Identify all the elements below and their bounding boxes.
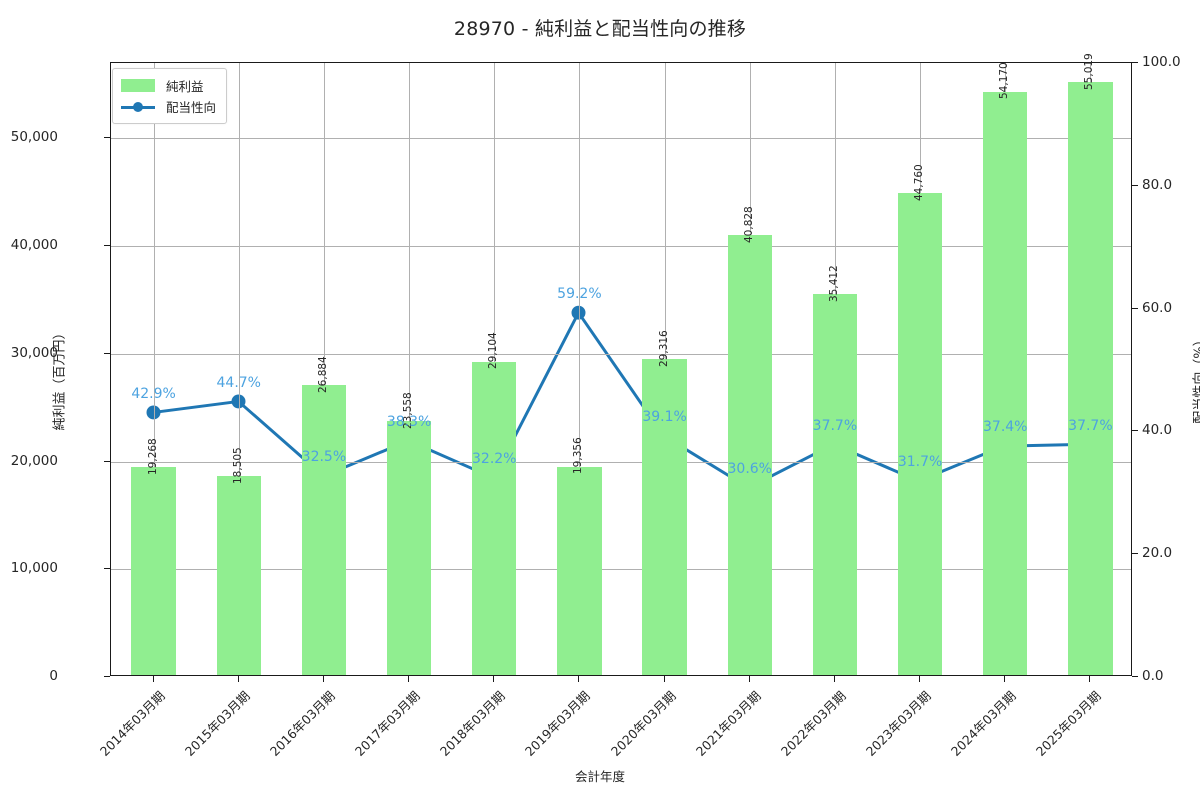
y-axis-tick-right: 0.0 bbox=[1142, 668, 1164, 684]
payout-ratio-value-label: 39.1% bbox=[642, 408, 687, 425]
bar-value-label: 18,505 bbox=[231, 446, 244, 484]
bar-value-label: 19,356 bbox=[572, 437, 585, 475]
bar-value-label: 54,170 bbox=[998, 62, 1011, 100]
gridline-vertical bbox=[153, 63, 155, 675]
y-axis-tick-right: 40.0 bbox=[1142, 422, 1173, 439]
bar-net-income[interactable] bbox=[472, 361, 517, 675]
payout-ratio-value-label: 37.4% bbox=[983, 419, 1028, 436]
gridline-vertical bbox=[323, 63, 325, 675]
y-axis-tick-mark-left bbox=[104, 676, 110, 677]
bar-value-label: 26,884 bbox=[316, 356, 329, 394]
bar-net-income[interactable] bbox=[216, 475, 261, 675]
bar-value-label: 29,104 bbox=[487, 332, 500, 370]
x-axis-tick-mark bbox=[493, 676, 495, 682]
bar-net-income[interactable] bbox=[301, 385, 347, 675]
legend-line-swatch-icon bbox=[121, 100, 155, 113]
y-axis-tick-right: 20.0 bbox=[1142, 545, 1173, 562]
legend-item-net-income: 純利益 bbox=[121, 75, 216, 96]
x-axis-tick-mark bbox=[748, 676, 750, 682]
y-axis-tick-mark-left bbox=[104, 352, 110, 354]
x-axis-label: 会計年度 bbox=[574, 769, 625, 784]
y-axis-tick-mark-right bbox=[1132, 553, 1138, 555]
payout-ratio-marker[interactable] bbox=[571, 305, 586, 320]
y-axis-tick-mark-left bbox=[104, 568, 110, 570]
chart-title: 28970 - 純利益と配当性向の推移 bbox=[453, 18, 747, 40]
x-axis-tick-mark bbox=[833, 676, 835, 682]
payout-ratio-value-label: 32.5% bbox=[301, 449, 347, 466]
y-axis-tick-mark-right bbox=[1132, 676, 1138, 677]
payout-ratio-value-label: 37.7% bbox=[812, 417, 858, 434]
payout-ratio-line bbox=[146, 305, 1096, 495]
x-axis-tick-mark bbox=[919, 676, 921, 682]
y-axis-tick-left: 0 bbox=[49, 668, 58, 684]
plot-area: 19,268 18,505 26,884 23,558 29,104 19,356 29,3… bbox=[110, 54, 1132, 676]
bar-value-label: 19,268 bbox=[146, 438, 159, 476]
bar-value-label: 44,760 bbox=[913, 164, 926, 201]
payout-ratio-value-label: 37.7% bbox=[1068, 417, 1113, 434]
y-axis-label-left: 純利益（百万円） bbox=[52, 326, 68, 431]
chart-legend: 純利益 配当性向 bbox=[112, 68, 228, 124]
y-axis-tick-left: 10,000 bbox=[10, 560, 58, 577]
x-axis-tick-mark bbox=[237, 676, 239, 682]
y-axis-tick-right: 100.0 bbox=[1142, 54, 1181, 70]
bar-value-label: 35,412 bbox=[827, 264, 840, 302]
payout-ratio-marker[interactable] bbox=[146, 405, 161, 420]
y-axis-tick-mark-right bbox=[1132, 184, 1138, 186]
y-axis-tick-left: 20,000 bbox=[10, 452, 58, 469]
legend-item-payout-ratio: 配当性向 bbox=[121, 96, 216, 117]
x-axis-tick-mark bbox=[408, 676, 410, 682]
gridline-horizontal bbox=[111, 569, 1131, 571]
payout-ratio-marker[interactable] bbox=[231, 394, 246, 409]
bar-net-income[interactable] bbox=[983, 91, 1028, 675]
bar-value-label: 29,316 bbox=[657, 330, 670, 368]
x-axis-tick-mark bbox=[1089, 676, 1091, 682]
bar-net-income[interactable] bbox=[131, 467, 176, 675]
payout-ratio-value-label: 38.3% bbox=[386, 413, 432, 430]
bar-net-income[interactable] bbox=[897, 192, 943, 675]
y-axis-tick-mark-left bbox=[104, 245, 110, 247]
payout-ratio-value-label: 44.7% bbox=[216, 374, 261, 391]
bar-net-income[interactable] bbox=[557, 466, 602, 675]
y-axis-tick-right: 80.0 bbox=[1142, 176, 1173, 193]
bar-value-label: 55,019 bbox=[1083, 53, 1096, 91]
payout-ratio-value-label: 31.7% bbox=[897, 454, 943, 471]
bar-net-income[interactable] bbox=[812, 293, 858, 675]
y-axis-tick-mark-right bbox=[1132, 307, 1138, 309]
y-axis-tick-mark-right bbox=[1132, 62, 1138, 63]
gridline-vertical bbox=[409, 63, 411, 675]
bar-net-income[interactable] bbox=[1068, 82, 1113, 675]
legend-label-net-income: 純利益 bbox=[166, 79, 204, 94]
bar-net-income[interactable] bbox=[642, 359, 687, 675]
payout-ratio-value-label: 42.9% bbox=[131, 385, 176, 402]
payout-ratio-value-label: 30.6% bbox=[727, 461, 772, 478]
x-axis-tick-mark bbox=[663, 676, 665, 682]
gridline-horizontal bbox=[111, 353, 1131, 355]
y-axis-label-right: 配当性向（%） bbox=[1192, 333, 1200, 424]
y-axis-tick-mark-left bbox=[104, 137, 110, 139]
gridline-vertical bbox=[238, 63, 240, 675]
gridline-horizontal bbox=[111, 461, 1131, 463]
legend-bar-swatch-icon bbox=[121, 79, 155, 92]
x-axis-tick-mark bbox=[322, 676, 324, 682]
payout-ratio-value-label: 32.2% bbox=[472, 451, 517, 468]
x-axis-tick-mark bbox=[1004, 676, 1006, 682]
gridline-horizontal bbox=[111, 138, 1131, 140]
payout-ratio-value-label: 59.2% bbox=[557, 285, 602, 302]
bar-net-income[interactable] bbox=[386, 421, 432, 675]
gridline-vertical bbox=[579, 63, 581, 675]
y-axis-tick-mark-left bbox=[104, 460, 110, 462]
gridline-horizontal bbox=[111, 246, 1131, 248]
y-axis-tick-left: 30,000 bbox=[10, 344, 58, 361]
y-axis-tick-left: 40,000 bbox=[10, 237, 58, 254]
y-axis-tick-right: 60.0 bbox=[1142, 299, 1173, 316]
bar-value-label: 40,828 bbox=[742, 206, 755, 244]
y-axis-tick-left: 50,000 bbox=[10, 129, 58, 146]
bar-net-income[interactable] bbox=[727, 235, 772, 675]
y-axis-tick-mark-right bbox=[1132, 430, 1138, 432]
x-axis-tick-mark bbox=[578, 676, 580, 682]
legend-label-payout-ratio: 配当性向 bbox=[166, 100, 217, 115]
x-axis-tick-mark bbox=[152, 676, 154, 682]
